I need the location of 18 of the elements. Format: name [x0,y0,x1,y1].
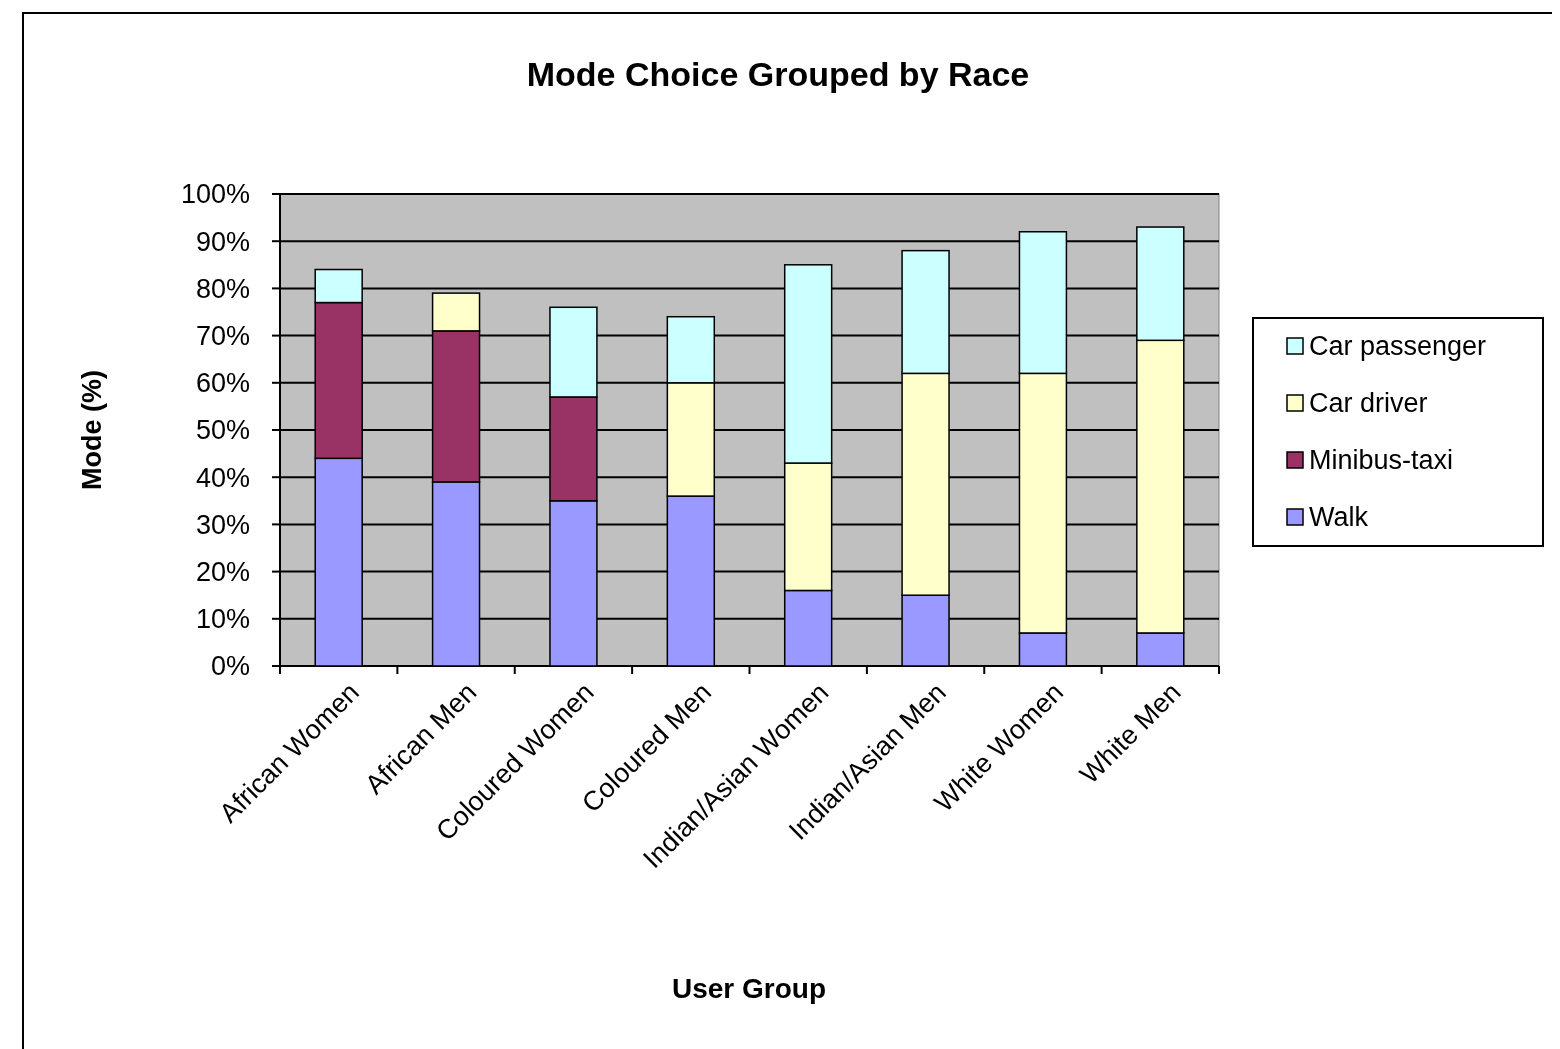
legend-label: Car passenger [1309,331,1487,362]
y-tick-label: 20% [195,557,250,588]
y-tick-label: 100% [180,179,250,210]
y-tick-label: 70% [195,321,250,352]
legend-label: Walk [1309,502,1369,533]
y-tick-label: 50% [195,415,250,446]
y-tick-label: 80% [195,273,250,304]
legend-label: Minibus-taxi [1309,445,1454,476]
y-tick-label: 0% [210,651,250,682]
y-tick-label: 90% [195,226,250,257]
chart-title: Mode Choice Grouped by Race [526,55,1030,93]
y-axis-title: Mode (%) [77,370,107,490]
y-tick-label: 10% [195,604,250,635]
y-tick-label: 60% [195,368,250,399]
x-axis-title: User Group [671,973,827,1004]
y-tick-label: 40% [195,462,250,493]
y-tick-label: 30% [195,509,250,540]
legend-label: Car driver [1309,388,1428,419]
